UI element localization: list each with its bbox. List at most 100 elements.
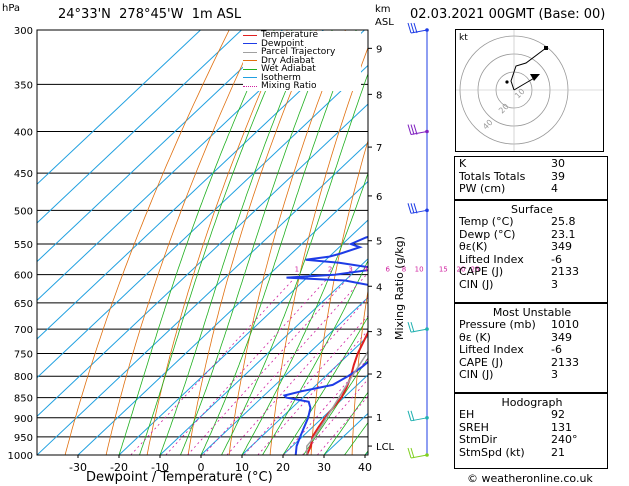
height-tick-label: 9 (376, 44, 382, 55)
isotherm (37, 30, 283, 263)
isotherm (37, 142, 368, 455)
asl-label: ASL (375, 17, 394, 28)
wind-barb-feather (413, 22, 418, 34)
x-tick-label: -20 (110, 461, 128, 474)
legend-item: Dry Adiabat (243, 55, 361, 66)
mixing-ratio-line (243, 315, 368, 455)
isotherm (118, 219, 368, 455)
mixing-ratio-label: 10 (415, 266, 424, 274)
temperature-line (305, 330, 368, 455)
wet-adiabat (221, 72, 368, 455)
wind-barb-feather (407, 22, 412, 34)
hodograph-unit-label: kt (459, 33, 468, 43)
wet-adiabat (262, 259, 368, 455)
legend-swatch (243, 43, 257, 45)
mixing-ratio-label: 20 (457, 266, 466, 274)
mixing-ratio-label: 4 (363, 266, 368, 274)
pressure-tick-label: 550 (14, 240, 33, 251)
mixing-ratio-label: 15 (439, 266, 448, 274)
height-tick-label: 7 (376, 143, 382, 154)
hodograph-table-title: Hodograph (501, 396, 563, 409)
wet-adiabat (303, 357, 368, 455)
hodograph-trace (510, 47, 547, 91)
isotherm (241, 335, 368, 455)
pressure-tick-label: 300 (14, 26, 33, 37)
pressure-tick-label: 800 (14, 372, 33, 383)
datetime-title: 02.03.2021 00GMT (Base: 00) (410, 7, 606, 22)
hodograph-svg: kt 10 20 40 (456, 30, 603, 151)
mixing-ratio-label: 25 (471, 266, 480, 274)
legend-swatch (243, 60, 257, 62)
x-tick-label: -10 (151, 461, 169, 474)
dry-adiabat (64, 30, 230, 455)
legend-label: Dewpoint (261, 38, 304, 49)
wind-barb-feather (410, 22, 415, 34)
wind-barb-feather (413, 203, 418, 214)
legend-swatch (243, 68, 257, 70)
dewpoint-line (282, 235, 368, 455)
pressure-tick-label: 600 (14, 271, 33, 282)
height-tick-label: 8 (376, 90, 382, 101)
isotherm (159, 258, 368, 455)
dry-adiabat (618, 30, 629, 455)
legend-label: Dry Adiabat (261, 55, 315, 66)
wind-barb-feather (410, 124, 415, 135)
hpa-label: hPa (2, 3, 21, 14)
dry-adiabat (351, 288, 368, 455)
wind-barb-feather (410, 203, 415, 214)
isotherm (37, 30, 324, 301)
legend-item: Temperature (243, 31, 361, 40)
isotherm (37, 64, 368, 379)
wind-barb-feather (407, 410, 412, 421)
pressure-tick-label: 850 (14, 394, 33, 405)
mixing-ratio-line (203, 274, 367, 455)
wind-barb-feather (407, 447, 412, 459)
height-tick-label: 5 (376, 237, 382, 248)
pressure-tick-label: 650 (14, 299, 33, 310)
wind-barb-feather (410, 447, 415, 459)
x-tick-label: 20 (276, 461, 290, 474)
x-tick-label: 30 (317, 461, 331, 474)
wind-barb-feather (410, 321, 415, 333)
dry-adiabat (228, 30, 346, 455)
x-axis-title: Dewpoint / Temperature (°C) (86, 470, 273, 485)
hodograph-ring-label: 20 (497, 102, 511, 116)
pressure-tick-label: 350 (14, 80, 33, 91)
location-title: 24°33'N 278°45'W 1m ASL (58, 7, 242, 22)
legend-swatch (243, 85, 257, 87)
height-tick-label: 6 (376, 192, 382, 203)
wet-adiabat (200, 30, 357, 455)
indices-box: K 30 Totals Totals 39 PW (cm) 4 (454, 156, 608, 200)
pressure-tick-label: 500 (14, 206, 33, 217)
mixing-ratio-line (302, 378, 368, 455)
isotherm (200, 296, 368, 455)
x-tick-label: 40 (358, 461, 372, 474)
legend: Temperature Dewpoint Parcel Trajectory Dry … (243, 31, 361, 91)
km-label: km (375, 4, 391, 15)
mixing-ratio-label: 1 (295, 266, 299, 274)
mixing-ratio-line (257, 329, 368, 455)
mixing-ratio-line (187, 274, 352, 455)
mixing-ratio-label: 8 (402, 266, 406, 274)
hodograph-ring-label: 40 (481, 118, 495, 132)
legend-item: Dewpoint (243, 38, 361, 49)
hodograph-table-box: Hodograph EH 92 SREH 131 StmDir 240° StmSpd… (454, 393, 608, 469)
dry-adiabat (146, 30, 288, 455)
wet-adiabat (282, 316, 368, 455)
legend-swatch (243, 77, 257, 79)
mixing-ratio-line (226, 296, 368, 455)
pressure-tick-label: 900 (14, 414, 33, 425)
isotherm (37, 30, 242, 224)
height-tick-label: LCL (376, 442, 395, 453)
mixing-ratio-label: 3 (348, 266, 352, 274)
legend-item: Isotherm (243, 73, 361, 83)
wet-adiabat (323, 391, 368, 455)
pressure-tick-label: 450 (14, 169, 33, 180)
wind-barb-feather (407, 321, 412, 333)
isotherm (37, 30, 201, 185)
axes: 1 2 3 4 6 8 10 15 20 2530035040045050055060065070… (8, 26, 480, 474)
dry-adiabat (105, 30, 259, 455)
pressure-tick-label: 950 (14, 433, 33, 444)
plot-frame (36, 29, 369, 456)
height-tick-label: 2 (376, 370, 382, 381)
